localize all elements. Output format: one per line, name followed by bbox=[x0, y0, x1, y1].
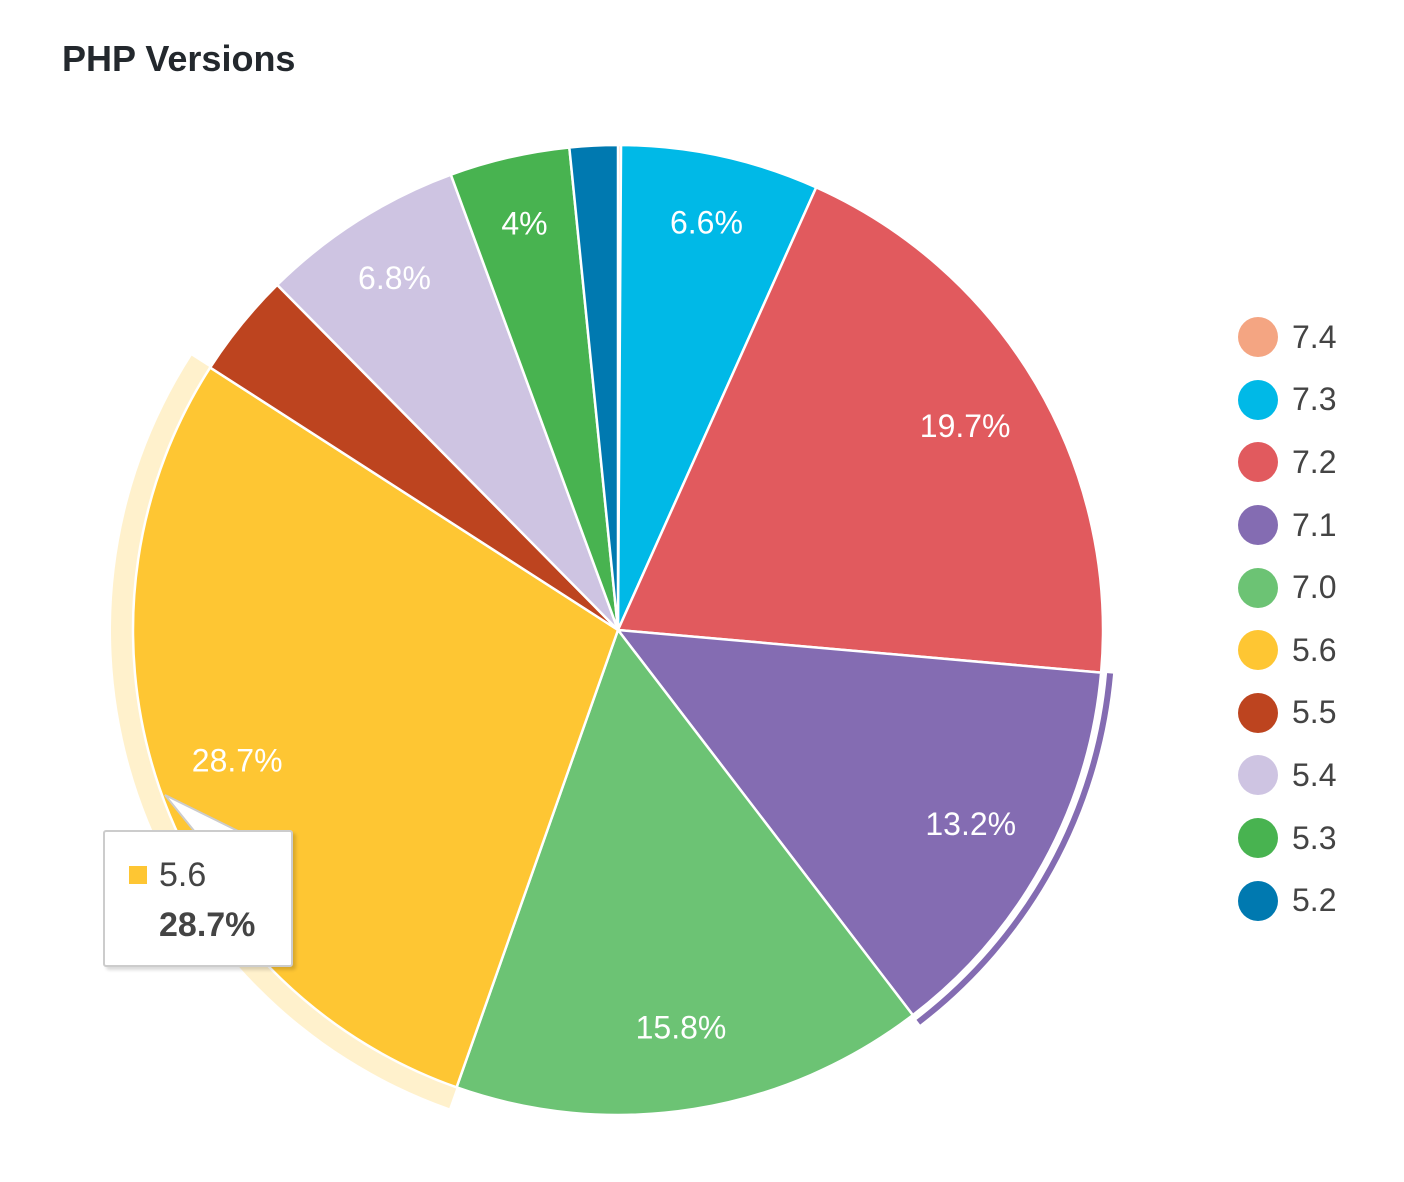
legend-marker-icon bbox=[1238, 442, 1278, 483]
legend-item-5-2[interactable]: 5.2 bbox=[1238, 869, 1336, 932]
legend-marker-icon bbox=[1238, 379, 1278, 420]
legend-item-7-1[interactable]: 7.1 bbox=[1238, 494, 1336, 557]
pie-slice-7-1[interactable] bbox=[615, 628, 1103, 1017]
legend-label: 5.6 bbox=[1292, 631, 1337, 668]
tooltip-label: 5.6 bbox=[159, 856, 207, 894]
pie-slice-5-2[interactable] bbox=[567, 143, 620, 631]
legend-label: 7.1 bbox=[1292, 506, 1337, 543]
legend: 7.4 7.3 7.2 7.1 7.0 5.6 5.5 5.4 5.3 5.2 bbox=[1238, 317, 1336, 952]
legend-item-5-3[interactable]: 5.3 bbox=[1238, 807, 1336, 870]
legend-label: 7.4 bbox=[1292, 318, 1337, 355]
pie-slice-7-0[interactable] bbox=[454, 627, 915, 1117]
legend-marker-icon bbox=[1238, 567, 1278, 608]
legend-label: 7.2 bbox=[1292, 443, 1337, 480]
legend-item-7-0[interactable]: 7.0 bbox=[1238, 556, 1336, 619]
data-label-7-3: 6.6% bbox=[670, 204, 743, 240]
data-label-7-1: 13.2% bbox=[925, 806, 1016, 842]
legend-marker-icon bbox=[1238, 755, 1278, 796]
legend-item-7-3[interactable]: 7.3 bbox=[1238, 369, 1336, 432]
legend-label: 5.4 bbox=[1292, 756, 1337, 793]
chart-title: PHP Versions bbox=[62, 38, 296, 79]
legend-label: 5.2 bbox=[1292, 882, 1337, 919]
legend-label: 5.3 bbox=[1292, 819, 1337, 856]
legend-item-5-5[interactable]: 5.5 bbox=[1238, 682, 1336, 745]
pie-slice-5-4[interactable] bbox=[275, 173, 620, 631]
legend-label: 5.5 bbox=[1292, 694, 1337, 731]
legend-label: 7.3 bbox=[1292, 381, 1337, 418]
legend-label: 7.0 bbox=[1292, 569, 1337, 606]
tooltip-value: 28.7% bbox=[159, 906, 256, 944]
pie-slice-7-3[interactable] bbox=[616, 143, 818, 631]
data-label-7-2: 19.7% bbox=[920, 408, 1011, 444]
legend-marker-icon bbox=[1238, 692, 1278, 733]
data-label-5-3: 4% bbox=[501, 206, 547, 242]
legend-marker-icon bbox=[1238, 505, 1278, 546]
legend-marker-icon bbox=[1238, 630, 1278, 671]
legend-item-7-2[interactable]: 7.2 bbox=[1238, 431, 1336, 494]
legend-item-7-4[interactable]: 7.4 bbox=[1238, 306, 1336, 369]
legend-item-5-6[interactable]: 5.6 bbox=[1238, 619, 1336, 682]
pie-slice-7-2[interactable] bbox=[616, 185, 1105, 674]
tooltip: 5.6 28.7% bbox=[103, 830, 293, 967]
legend-marker-icon bbox=[1238, 818, 1278, 859]
legend-marker-icon bbox=[1238, 880, 1278, 921]
legend-item-5-4[interactable]: 5.4 bbox=[1238, 744, 1336, 807]
data-label-5-6: 28.7% bbox=[192, 742, 283, 778]
data-label-7-0: 15.8% bbox=[636, 1010, 727, 1046]
legend-marker-icon bbox=[1238, 317, 1278, 358]
tooltip-swatch bbox=[129, 866, 147, 884]
data-label-5-4: 6.8% bbox=[358, 260, 431, 296]
